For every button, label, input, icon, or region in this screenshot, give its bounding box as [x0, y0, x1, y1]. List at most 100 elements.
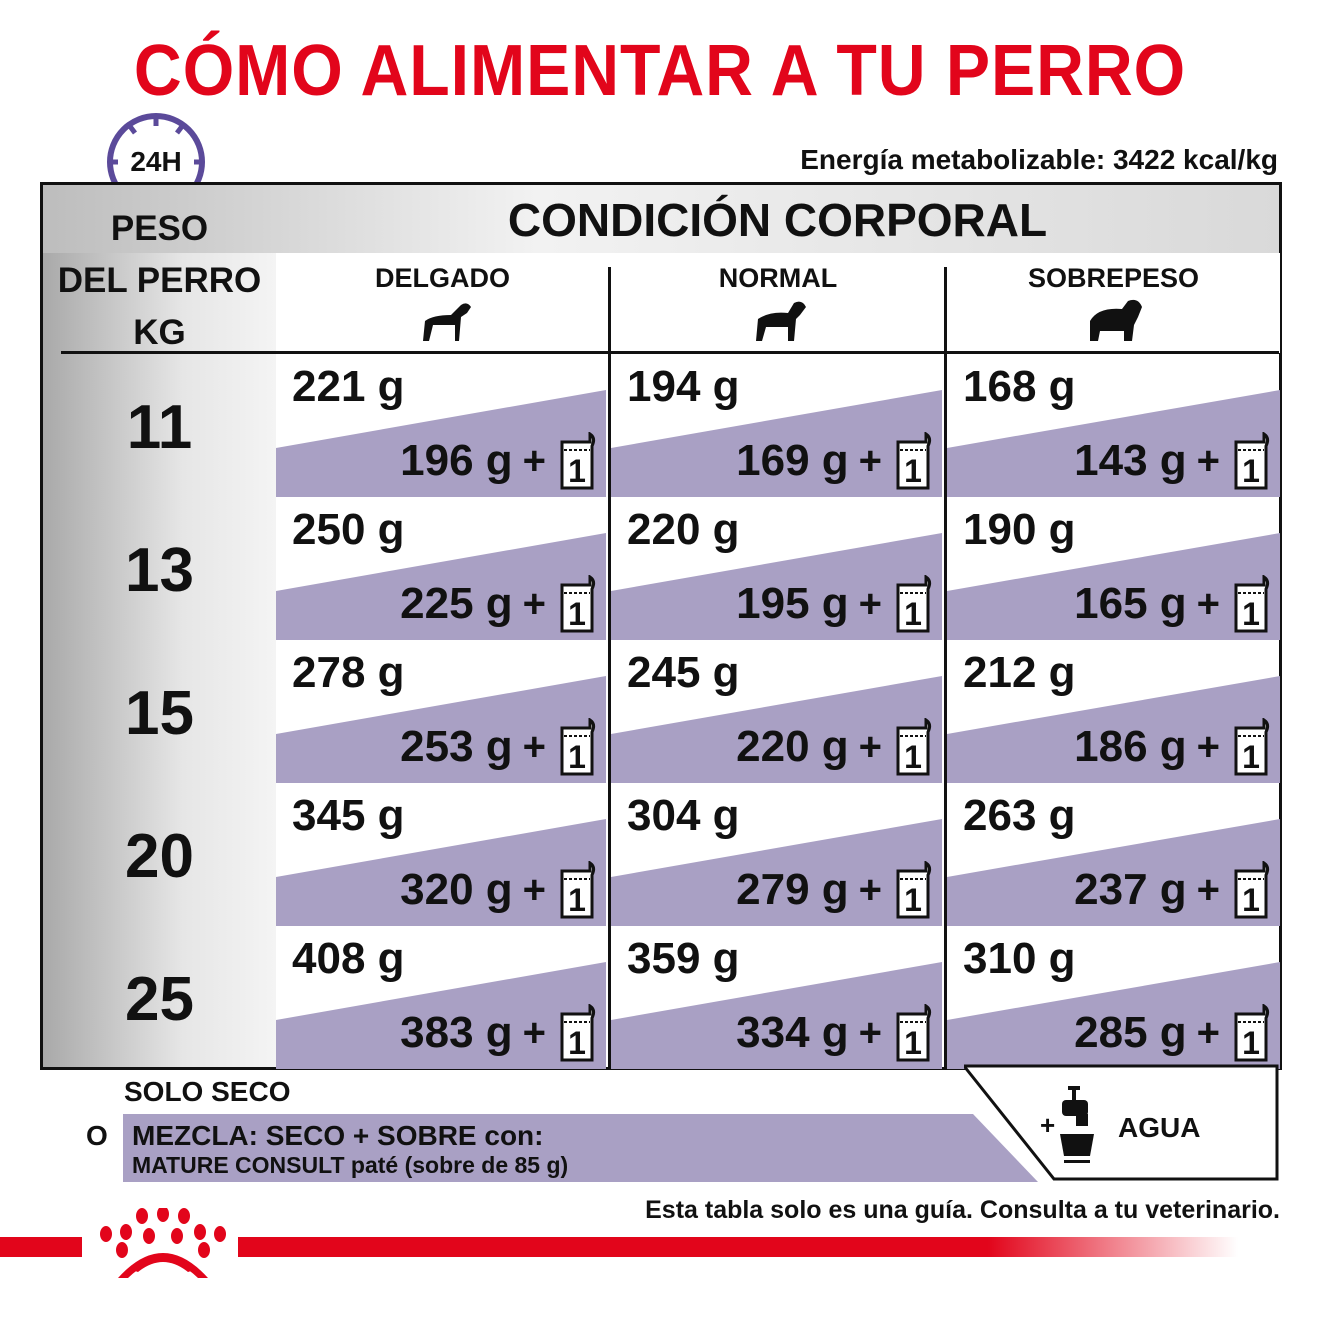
column-header-label: DELGADO [375, 263, 510, 293]
pouch-count: 1 [568, 882, 586, 918]
dry-only-amount: 278 g [292, 648, 405, 697]
header-divider [61, 351, 1279, 354]
mix-dry-amount: 237 g [1074, 865, 1187, 914]
clock-label: 24H [130, 146, 181, 177]
pouch-count: 1 [1242, 453, 1260, 489]
feeding-cell: 220 g 195 g +1 [611, 497, 942, 640]
plus-sign: + [522, 1010, 546, 1055]
pouch-icon: 1 [1234, 718, 1270, 776]
mix-band [611, 962, 942, 1069]
mix-amount-group: 165 g +1 [1074, 575, 1270, 633]
pouch-icon: 1 [1234, 432, 1270, 490]
weight-value: 25 [125, 965, 194, 1034]
dog-silhouette-icon [422, 303, 471, 341]
pouch-icon: 1 [896, 1004, 932, 1062]
plus-sign: + [1196, 438, 1220, 483]
plus-sign: + [1196, 724, 1220, 769]
brand-bar-left [0, 1237, 82, 1257]
weight-header: PESO DEL PERRO KG [43, 203, 276, 359]
dry-only-amount: 220 g [627, 505, 740, 554]
pouch-count: 1 [904, 882, 922, 918]
pouch-icon: 1 [560, 575, 596, 633]
weight-value: 11 [126, 393, 193, 462]
mix-dry-amount: 195 g [736, 579, 849, 628]
mix-dry-amount: 220 g [736, 722, 849, 771]
dry-only-amount: 250 g [292, 505, 405, 554]
pouch-icon: 1 [560, 1004, 596, 1062]
feeding-cell: 345 g 320 g +1 [276, 783, 606, 926]
legend-mix-line2: MATURE CONSULT paté (sobre de 85 g) [132, 1152, 569, 1178]
plus-sign: + [522, 438, 546, 483]
mix-amount-group: 169 g +1 [736, 432, 932, 490]
mix-band [947, 819, 1280, 926]
mix-band [276, 676, 606, 783]
mix-band [611, 819, 942, 926]
mix-amount-group: 383 g +1 [400, 1004, 596, 1062]
pouch-count: 1 [568, 453, 586, 489]
weight-value: 15 [125, 679, 194, 748]
feeding-cell: 168 g 143 g +1 [947, 354, 1280, 497]
mix-amount-group: 237 g +1 [1074, 861, 1270, 919]
feeding-cell: 221 g 196 g +1 [276, 354, 606, 497]
mix-dry-amount: 165 g [1074, 579, 1187, 628]
weight-value: 13 [125, 536, 194, 605]
mix-band [276, 533, 606, 640]
pouch-count: 1 [568, 1025, 586, 1061]
mix-band [947, 962, 1280, 1069]
pouch-icon: 1 [896, 432, 932, 490]
pouch-icon: 1 [560, 432, 596, 490]
pouch-icon: 1 [560, 718, 596, 776]
pouch-count: 1 [568, 739, 586, 775]
dry-only-amount: 245 g [627, 648, 740, 697]
dry-only-amount: 221 g [292, 362, 405, 411]
feeding-cell: 194 g 169 g +1 [611, 354, 942, 497]
dry-only-amount: 310 g [963, 934, 1076, 983]
mix-dry-amount: 383 g [400, 1008, 513, 1057]
pouch-count: 1 [1242, 739, 1260, 775]
pouch-icon: 1 [896, 861, 932, 919]
weight-column-bg [43, 185, 276, 1067]
weight-header-line: DEL PERRO [57, 261, 262, 300]
mix-band [276, 390, 606, 497]
pouch-count: 1 [1242, 596, 1260, 632]
plus-sign: + [1196, 867, 1220, 912]
feeding-cell: 263 g 237 g +1 [947, 783, 1280, 926]
mix-amount-group: 320 g +1 [400, 861, 596, 919]
plus-sign: + [522, 724, 546, 769]
feeding-cell: 408 g 383 g +1 [276, 926, 606, 1069]
plus-sign: + [522, 581, 546, 626]
mix-dry-amount: 186 g [1074, 722, 1187, 771]
feeding-table: PESO DEL PERRO KG CONDICIÓN CORPORAL DEL… [40, 182, 1282, 1070]
mix-amount-group: 279 g +1 [736, 861, 932, 919]
plus-sign: + [858, 438, 882, 483]
pouch-icon: 1 [896, 718, 932, 776]
legend-mix-band [123, 1114, 1038, 1182]
dry-only-amount: 194 g [627, 362, 740, 411]
pouch-count: 1 [904, 453, 922, 489]
mix-band [276, 962, 606, 1069]
pouch-count: 1 [1242, 1025, 1260, 1061]
plus-sign: + [858, 1010, 882, 1055]
pouch-icon: 1 [1234, 1004, 1270, 1062]
column-header-label: NORMAL [718, 263, 838, 293]
water-box: + [964, 1064, 1279, 1181]
mix-dry-amount: 334 g [736, 1008, 849, 1057]
dry-only-amount: 359 g [627, 934, 740, 983]
legend-or: O [86, 1120, 108, 1151]
mix-amount-group: 220 g +1 [736, 718, 932, 776]
column-header-sobrepeso: SOBREPESO [947, 253, 1280, 353]
feeding-cell: 250 g 225 g +1 [276, 497, 606, 640]
plus-sign: + [1196, 581, 1220, 626]
mix-amount-group: 196 g +1 [400, 432, 596, 490]
disclaimer-note: Esta tabla solo es una guía. Consulta a … [645, 1196, 1280, 1224]
column-header-label: SOBREPESO [1027, 263, 1200, 293]
dry-only-amount: 190 g [963, 505, 1076, 554]
plus-sign: + [858, 867, 882, 912]
pouch-icon: 1 [1234, 861, 1270, 919]
mix-band [947, 390, 1280, 497]
pouch-icon: 1 [896, 575, 932, 633]
dry-only-amount: 263 g [963, 791, 1076, 840]
water-label: AGUA [1118, 1112, 1201, 1143]
mix-amount-group: 253 g +1 [400, 718, 596, 776]
